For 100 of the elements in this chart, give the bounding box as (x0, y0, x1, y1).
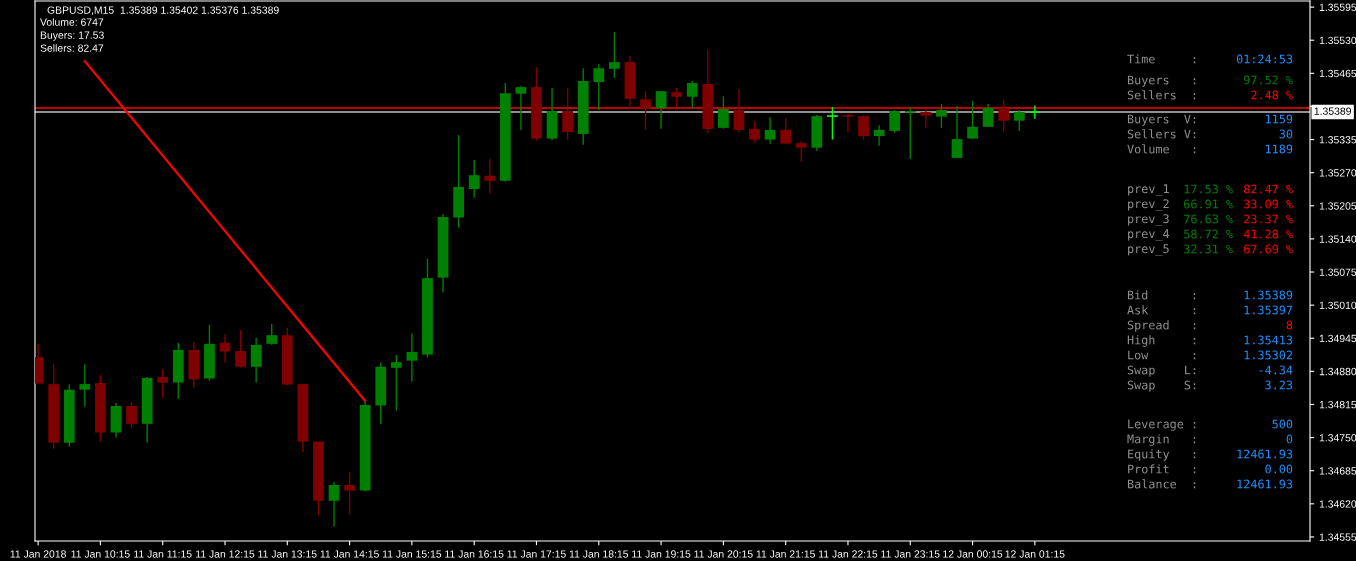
annotation: Spread : (1127, 320, 1196, 332)
annotation: 1189 (1265, 144, 1293, 154)
candlestick (671, 87, 683, 109)
annotation: 0 (1286, 434, 1293, 444)
annotation: 76.63 % (1184, 214, 1233, 224)
annotation: 30 (1279, 129, 1293, 139)
annotation: prev_2 (1128, 199, 1169, 211)
candlestick (655, 90, 667, 130)
candlestick (468, 159, 480, 199)
candlestick (936, 103, 947, 129)
x-tick-label: 11 Jan 2018 (10, 550, 66, 558)
annotation: 32.31 % (1184, 244, 1233, 254)
candlestick (842, 113, 854, 133)
annotation: 0.00 (1265, 464, 1293, 474)
annotation: 41.28 % (1243, 229, 1293, 239)
annotation: 8 (1286, 320, 1293, 330)
annotation: Buyers V: (1127, 114, 1196, 126)
annotation: Swap S: (1127, 380, 1196, 392)
y-tick-label: 1.34880 (1319, 367, 1356, 376)
y-tick-label: 1.35530 (1319, 36, 1356, 45)
x-tick-label: 11 Jan 16:15 (445, 550, 504, 558)
candlestick (982, 103, 994, 128)
x-tick-label: 11 Jan 10:15 (71, 550, 130, 558)
candlestick (967, 100, 978, 140)
annotation: 12461.93 (1237, 449, 1293, 459)
candlestick (718, 95, 729, 130)
annotation: 97.52 % (1243, 75, 1293, 85)
annotation: Volume: 6747 (40, 18, 104, 26)
x-tick-label: 12 Jan 00:15 (943, 550, 1003, 558)
candlestick (764, 116, 776, 145)
candlestick (250, 337, 262, 384)
y-tick-label: 1.35335 (1319, 136, 1356, 144)
candlestick (951, 105, 963, 159)
candlestick (998, 99, 1010, 133)
candlestick (858, 114, 869, 141)
candlestick (904, 106, 916, 160)
y-tick-label: 1.34815 (1319, 400, 1356, 409)
x-tick-label: 11 Jan 12:15 (196, 550, 255, 558)
y-tick-label: 1.34945 (1319, 334, 1356, 343)
x-tick-label: 11 Jan 18:15 (569, 550, 629, 558)
candlestick (157, 368, 169, 399)
annotation: 17.53 % (1184, 184, 1233, 194)
y-tick-label: 1.34750 (1319, 434, 1356, 442)
candlestick (344, 471, 355, 516)
candlestick (640, 90, 651, 131)
candlestick (608, 31, 620, 79)
y-tick-label: 1.35595 (1319, 3, 1356, 11)
x-tick-label: 12 Jan 01:15 (1005, 550, 1065, 558)
annotation: Equity : (1128, 449, 1196, 461)
annotation: 2.48 % (1251, 90, 1293, 100)
candlestick (1013, 109, 1025, 132)
annotation: 01:24:53 (1236, 54, 1293, 64)
annotation: High : (1127, 335, 1196, 347)
annotation: -4.34 (1259, 365, 1293, 375)
x-tick-label: 11 Jan 21:15 (756, 550, 815, 558)
candlestick (593, 63, 605, 111)
annotation: Low : (1128, 350, 1196, 360)
annotation: 58.72 % (1184, 229, 1233, 239)
candlestick (390, 354, 402, 412)
candlestick (920, 108, 932, 129)
ref-line-label: 1.35389 (1314, 107, 1351, 115)
y-tick-label: 1.35010 (1319, 301, 1356, 310)
annotation: Profit : (1128, 464, 1196, 474)
y-tick-label: 1.34620 (1319, 500, 1356, 508)
annotation: 67.69 % (1244, 244, 1293, 254)
annotation: Margin : (1127, 434, 1196, 446)
x-tick-label: 11 Jan 13:15 (258, 550, 317, 558)
x-tick-label: 11 Jan 11:15 (134, 550, 192, 558)
annotation: 1.35413 (1244, 335, 1293, 345)
candlestick (686, 80, 698, 110)
annotation: 23.37 % (1244, 214, 1293, 224)
y-tick-label: 1.35465 (1319, 69, 1356, 78)
annotation: prev_4 (1128, 229, 1170, 241)
candlestick (733, 88, 745, 133)
annotation: Buyers: 17.53 (40, 31, 104, 41)
annotation: Leverage : (1128, 419, 1196, 431)
annotation: Volume : (1127, 144, 1196, 154)
annotation: Ask : (1127, 305, 1196, 315)
candlestick (826, 106, 839, 141)
candlestick (79, 363, 91, 408)
annotation: Bid : (1127, 290, 1196, 300)
y-tick-label: 1.35140 (1319, 235, 1356, 243)
annotation: prev_5 (1128, 244, 1169, 256)
chart-title: GBPUSD,M15 1.35389 1.35402 1.35376 1.35389 (47, 6, 279, 16)
candlestick (1028, 104, 1042, 120)
annotation: Time : (1127, 54, 1196, 64)
y-tick-label: 1.35205 (1319, 202, 1356, 210)
x-tick-label: 11 Jan 15:15 (382, 550, 442, 558)
x-tick-label: 11 Jan 17:15 (507, 550, 566, 558)
annotation: Buyers : (1127, 75, 1196, 87)
annotation: 1.35302 (1244, 350, 1292, 360)
x-tick-label: 11 Jan 23:15 (881, 550, 940, 558)
annotation: prev_1 (1128, 184, 1169, 196)
annotation: 33.09 % (1244, 199, 1293, 209)
candlestick (235, 329, 246, 369)
x-tick-label: 11 Jan 22:15 (819, 550, 878, 558)
annotation: Swap L: (1127, 365, 1196, 377)
annotation: Sellers : (1127, 90, 1196, 100)
annotation: Sellers V: (1127, 129, 1196, 139)
annotation: 66.91 % (1184, 199, 1233, 209)
